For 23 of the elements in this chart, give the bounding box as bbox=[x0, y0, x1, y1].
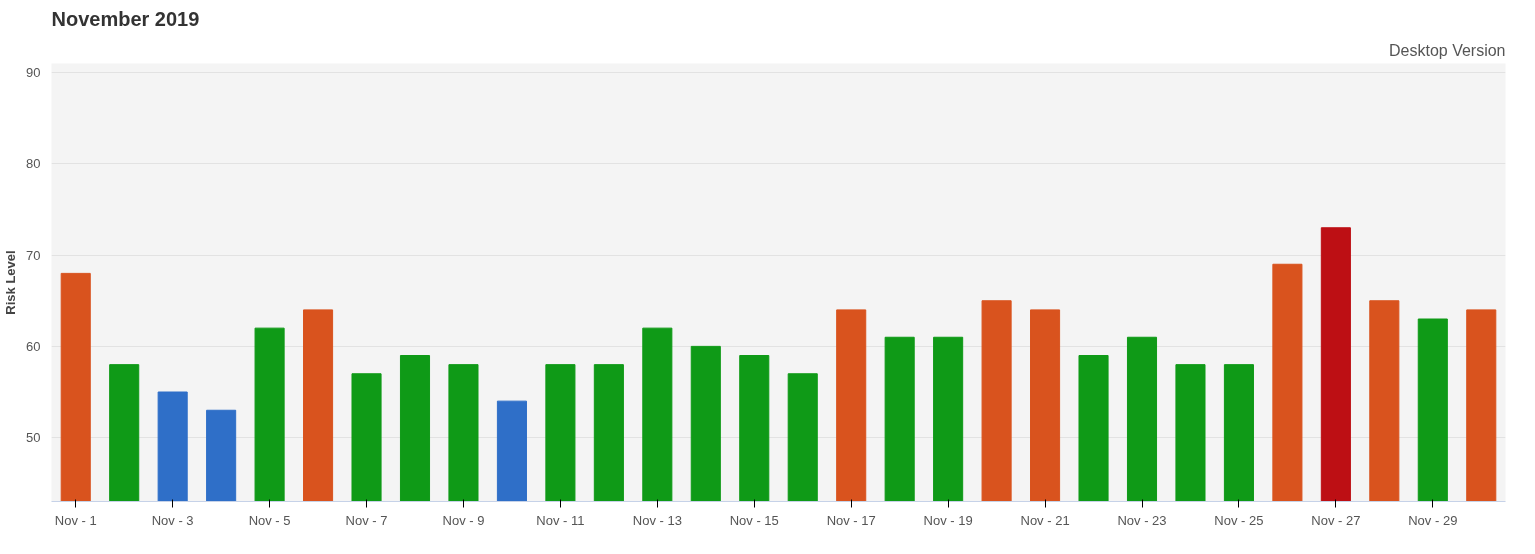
y-tick-label: 90 bbox=[26, 65, 41, 81]
x-tick-label: Nov - 1 bbox=[54, 512, 97, 528]
x-tick-label: Nov - 15 bbox=[729, 512, 779, 528]
x-tick-label: Nov - 9 bbox=[442, 512, 485, 528]
x-tick-label: Nov - 7 bbox=[345, 512, 388, 528]
y-tick-label: 70 bbox=[26, 247, 41, 263]
x-tick-label: Nov - 21 bbox=[1020, 512, 1070, 528]
x-tick-label: Nov - 11 bbox=[536, 512, 585, 528]
x-tick-label: Nov - 19 bbox=[923, 512, 973, 528]
text: Desktop Version bbox=[1388, 41, 1506, 59]
x-tick-label: Nov - 23 bbox=[1117, 512, 1167, 528]
y-axis-title: Risk Level bbox=[3, 250, 19, 315]
chart-title: November 2019 bbox=[51, 7, 200, 30]
x-tick-label: Nov - 17 bbox=[826, 512, 876, 528]
x-tick-label: Nov - 25 bbox=[1214, 512, 1264, 528]
x-tick-label: Nov - 29 bbox=[1408, 512, 1458, 528]
x-tick-label: Nov - 13 bbox=[632, 512, 682, 528]
x-tick-label: Nov - 3 bbox=[151, 512, 194, 528]
y-tick-label: 60 bbox=[26, 338, 41, 354]
x-tick-label: Nov - 5 bbox=[248, 512, 291, 528]
y-tick-label: 80 bbox=[26, 156, 41, 172]
x-tick-label: Nov - 27 bbox=[1311, 512, 1361, 528]
y-tick-label: 50 bbox=[26, 430, 41, 446]
